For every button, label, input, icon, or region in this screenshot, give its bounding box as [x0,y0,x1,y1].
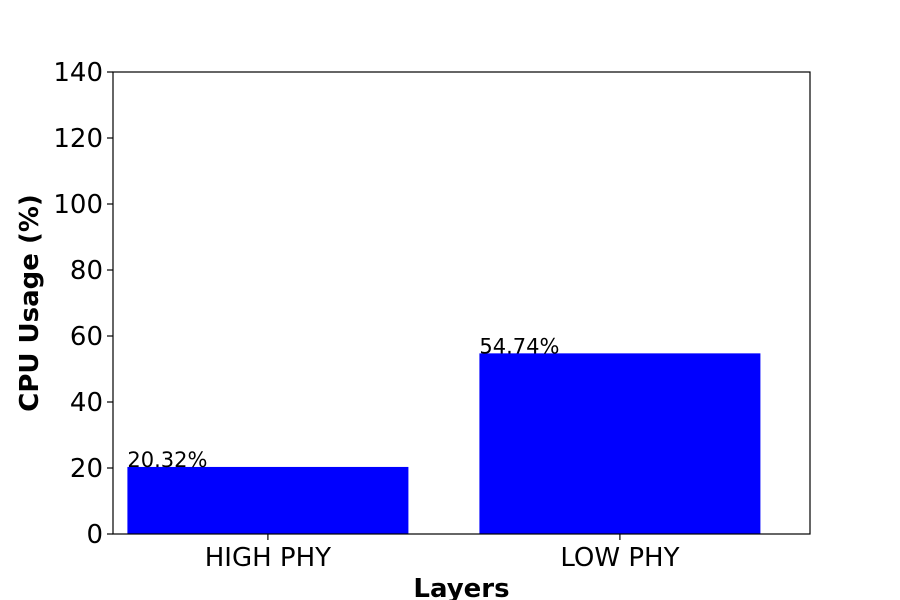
x-axis-ticks: HIGH PHY LOW PHY [205,534,680,573]
x-tick-label: LOW PHY [560,543,679,573]
y-tick-label: 40 [70,388,103,418]
bars-group [127,353,761,534]
x-tick-label: HIGH PHY [205,543,331,573]
y-tick-label: 60 [70,322,103,352]
data-label: 54.74% [479,334,559,358]
bar-low-phy [479,353,761,534]
y-tick-label: 0 [86,520,103,550]
y-tick-label: 100 [53,190,103,220]
x-axis-title: Layers [413,574,509,600]
y-axis-ticks: 0 20 40 60 80 100 120 140 [53,58,113,550]
y-tick-label: 80 [70,256,103,286]
data-label: 20.32% [127,448,207,472]
y-axis-title: CPU Usage (%) [15,194,45,412]
plot-frame [112,71,811,535]
y-tick-label: 20 [70,454,103,484]
data-labels-group: 20.32% 54.74% [127,334,559,472]
y-tick-label: 140 [53,58,103,88]
y-tick-label: 120 [53,124,103,154]
bar-high-phy [127,466,409,534]
